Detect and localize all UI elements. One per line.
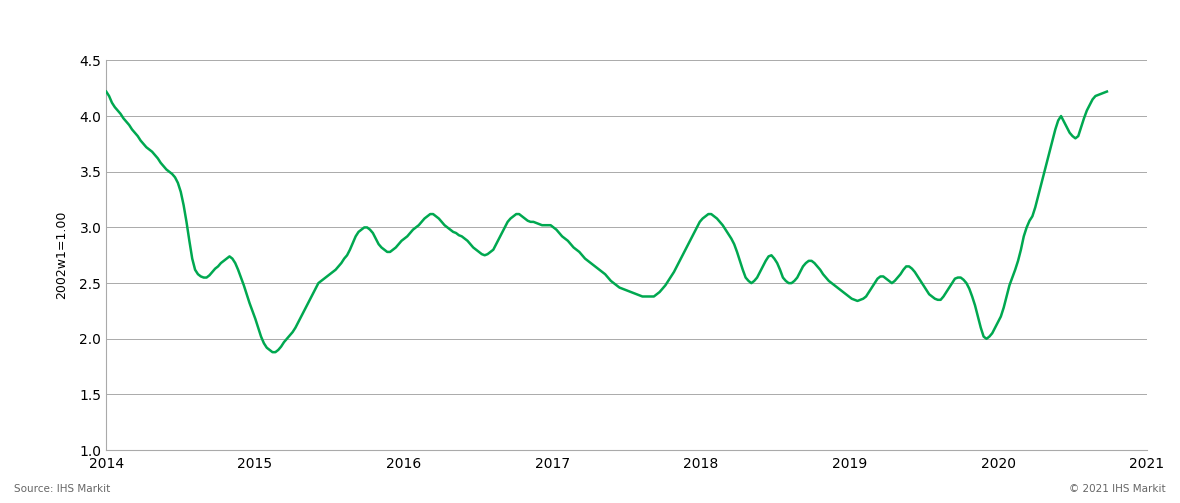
Text: Source: IHS Markit: Source: IHS Markit (14, 484, 111, 494)
Text: © 2021 IHS Markit: © 2021 IHS Markit (1069, 484, 1166, 494)
Text: IHS Markit Materials  Price Index: IHS Markit Materials Price Index (14, 11, 363, 30)
Y-axis label: 2002w1=1.00: 2002w1=1.00 (55, 211, 68, 299)
